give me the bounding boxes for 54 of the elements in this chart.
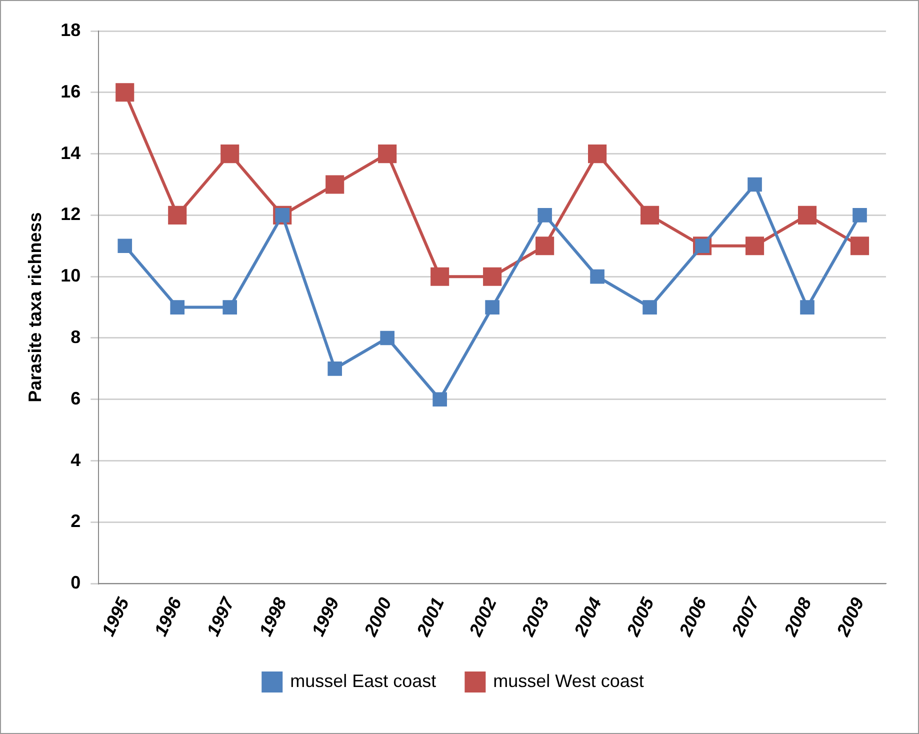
y-tick-label: 8 — [70, 326, 81, 347]
point — [170, 300, 185, 314]
point — [485, 300, 500, 314]
y-tick-label: 0 — [70, 572, 81, 593]
point — [430, 267, 450, 286]
point — [118, 238, 132, 254]
x-tick-label: 2008 — [780, 594, 816, 640]
x-tick-label: 2007 — [727, 594, 764, 640]
point — [798, 206, 817, 224]
y-tick-label: 18 — [60, 20, 81, 40]
point — [590, 269, 604, 284]
point — [640, 206, 660, 224]
point — [168, 206, 187, 224]
point — [588, 144, 607, 164]
legend-label: mussel East coast — [290, 670, 436, 691]
point — [222, 300, 238, 314]
y-axis-title: Parasite taxa richness — [24, 212, 45, 402]
point — [745, 236, 764, 256]
point — [432, 392, 447, 407]
y-tick-label: 10 — [60, 266, 81, 286]
x-tick-label: 2009 — [832, 594, 868, 640]
y-tick-label: 14 — [60, 142, 81, 163]
x-tick-label: 1998 — [255, 594, 290, 640]
point — [536, 236, 554, 256]
point — [642, 300, 657, 314]
point — [326, 175, 344, 194]
point — [850, 236, 870, 256]
x-tick-label: 2005 — [622, 594, 658, 640]
point — [800, 300, 814, 314]
legend-label: mussel West coast — [493, 670, 644, 691]
x-tick-label: 2006 — [674, 594, 711, 640]
y-tick-label: 12 — [60, 204, 81, 224]
x-tick-label: 2003 — [517, 594, 553, 640]
y-tick-label: 6 — [70, 388, 81, 408]
x-tick-label: 2001 — [412, 594, 448, 640]
point — [220, 144, 240, 164]
x-tick-label: 2000 — [360, 594, 396, 640]
point — [852, 208, 867, 222]
point — [116, 83, 134, 102]
point — [380, 330, 394, 346]
y-tick-label: 16 — [60, 81, 81, 102]
x-tick-label: 2004 — [570, 594, 606, 640]
x-tick-label: 2002 — [464, 594, 500, 640]
x-tick-label: 1996 — [150, 594, 186, 640]
y-tick-label: 2 — [70, 511, 81, 532]
y-tick-label: 4 — [70, 450, 81, 470]
point — [538, 208, 552, 222]
point — [328, 362, 342, 376]
point — [483, 267, 502, 286]
point — [378, 144, 397, 164]
x-tick-label: 1995 — [98, 594, 134, 640]
x-tick-label: 1997 — [202, 594, 238, 640]
point — [748, 177, 762, 192]
x-tick-label: 1999 — [308, 594, 343, 640]
